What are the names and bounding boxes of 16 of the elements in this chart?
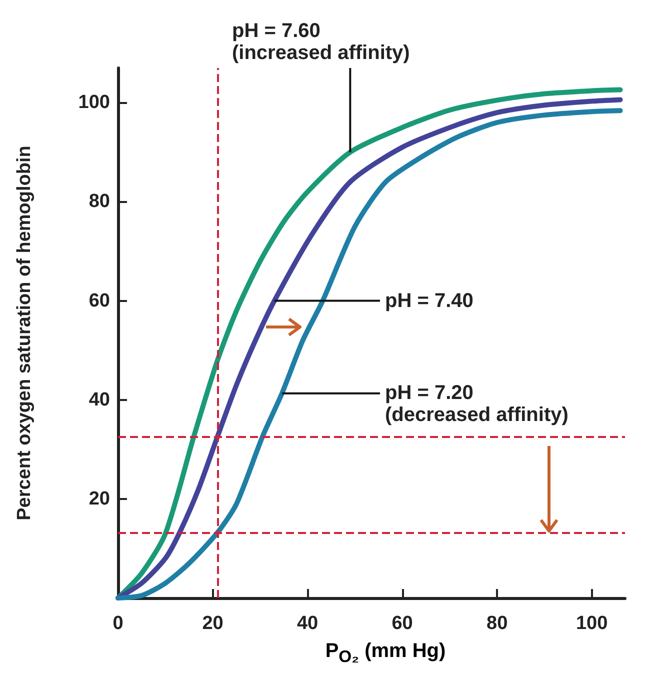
y-tick-label: 60 — [88, 290, 110, 312]
y-tick-label: 40 — [88, 389, 110, 410]
y-tick-label: 80 — [88, 191, 110, 212]
annotation: pH = 7.60 (increased affinity) — [232, 20, 411, 64]
annotation: pH = 7.40 — [385, 290, 474, 312]
y-tick-label: 20 — [88, 488, 110, 510]
x-tick-label: 20 — [202, 613, 224, 634]
x-tick-label: 100 — [576, 613, 608, 634]
x-axis-title: P$_{O₂}$ (mm Hg) — [324, 640, 447, 667]
x-tick-label: 40 — [296, 613, 318, 634]
x-tick-label: 60 — [392, 613, 413, 634]
x-tick-label: 0 — [112, 613, 124, 634]
x-tick-label: 80 — [486, 613, 508, 634]
y-axis-title: Percent oxygen saturation of hemoglobin — [14, 146, 35, 520]
y-tick-label: 100 — [78, 92, 110, 114]
annotation: pH = 7.20 (decreased affinity) — [385, 382, 570, 426]
